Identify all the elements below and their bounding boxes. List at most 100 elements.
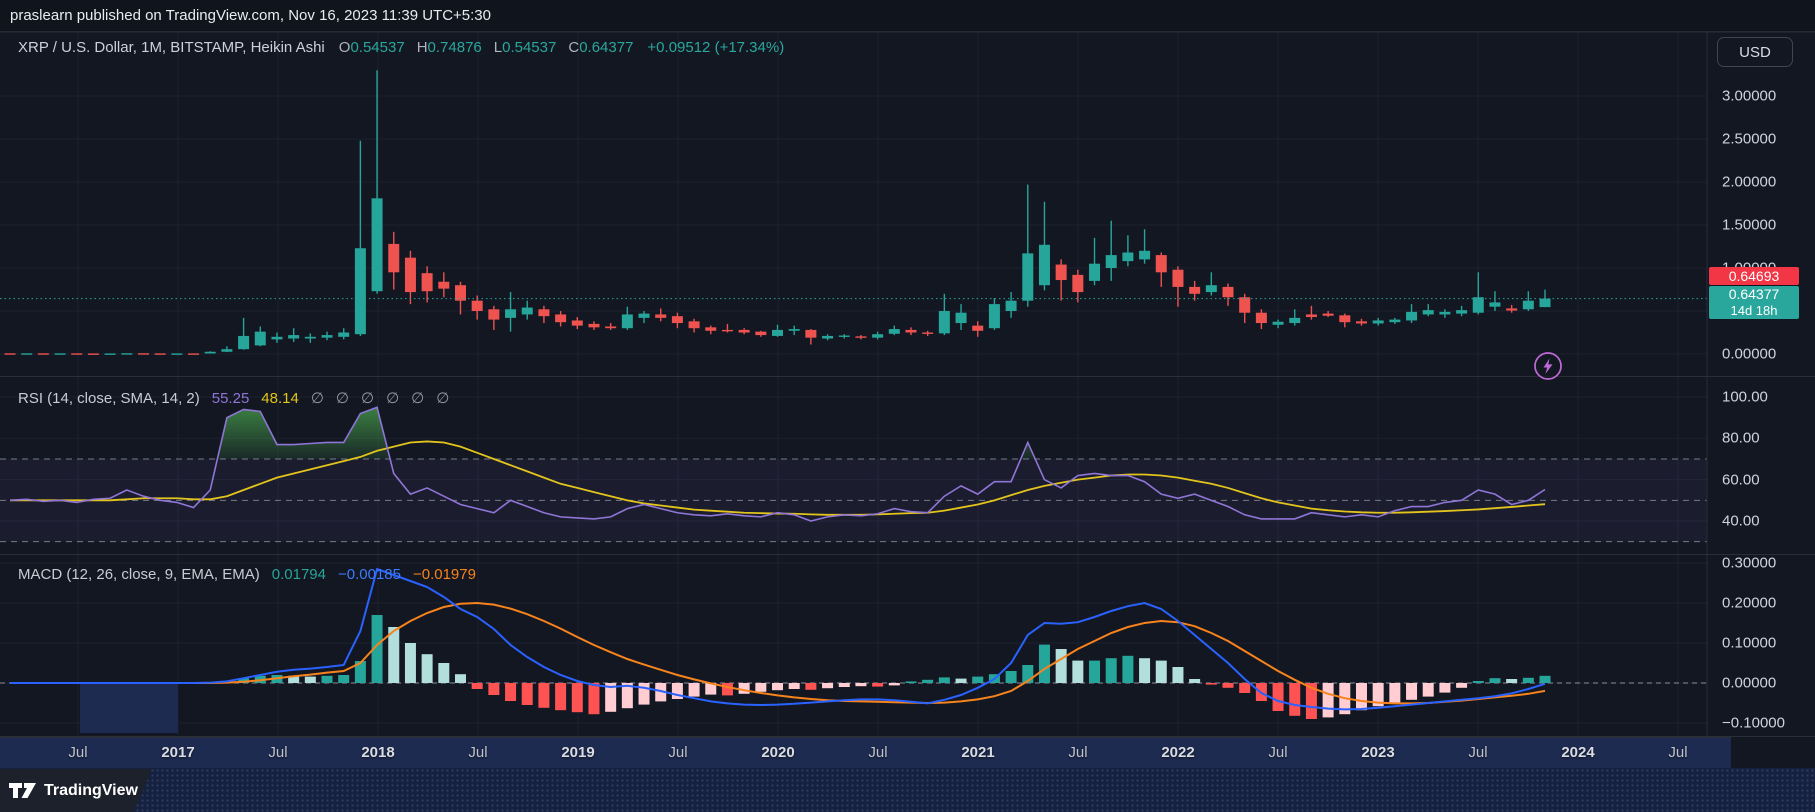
rsi-plot [9, 406, 1546, 522]
macd-hist-bar [938, 677, 950, 683]
price-tick-label: 2.50000 [1722, 130, 1777, 148]
macd-hist-bar [1489, 678, 1501, 683]
macd-hist-bar [705, 683, 717, 695]
published-line: praslearn published on TradingView.com, … [10, 7, 491, 24]
candle [705, 327, 717, 331]
macd-hist-bar [1139, 658, 1151, 683]
candle [855, 336, 867, 338]
macd-hist-bar [788, 683, 800, 689]
macd-hist-bar [838, 683, 850, 687]
candle [1005, 300, 1017, 311]
rsi-tick-label: 40.00 [1722, 512, 1760, 530]
candle [1389, 319, 1401, 323]
macd-hist-bar [238, 678, 250, 683]
rsi-overbought-fill [217, 407, 391, 460]
time-axis[interactable]: Jul 2017 Jul 2018 Jul 2019 Jul 2020 Jul 2021 Jul 20… [0, 737, 1731, 768]
candle [154, 353, 166, 355]
macd-hist-bar [621, 683, 633, 709]
price-axis[interactable]: 3.000002.500002.000001.500001.000000.500… [1707, 32, 1815, 737]
candle [571, 320, 583, 326]
macd-tick-label: −0.10000 [1722, 714, 1785, 732]
candle [1355, 321, 1367, 324]
candle [872, 334, 884, 338]
macd-hist-bar [1005, 671, 1017, 683]
macd-hist-bar [438, 663, 450, 683]
candle [1539, 298, 1551, 308]
macd-hist-bar [421, 654, 433, 683]
candle [371, 198, 383, 292]
price-tick-label: 0.00000 [1722, 345, 1777, 363]
candle [588, 323, 600, 328]
last-value-badge: 0.64693 [1709, 267, 1799, 285]
macd-hist-bar [1422, 683, 1434, 697]
macd-hist-bar [1389, 683, 1401, 703]
candle [221, 349, 233, 352]
candle [1406, 311, 1418, 321]
empty-value-marker: ∅ [386, 390, 400, 407]
candle [454, 285, 466, 301]
candle [1022, 253, 1034, 301]
time-tick-label: 2020 [761, 744, 795, 761]
time-tick-label: Jul [1668, 744, 1688, 761]
candle [1255, 312, 1267, 324]
brand-name: TradingView [44, 781, 138, 799]
candle [1339, 315, 1351, 323]
candle [955, 312, 967, 324]
candle [71, 353, 83, 355]
macd-hist-bar [888, 683, 900, 686]
candle [421, 273, 433, 292]
macd-hist-bar [972, 676, 984, 683]
instant-order-button[interactable] [1533, 351, 1563, 381]
candle [37, 353, 49, 355]
rsi-sma-line [10, 440, 1546, 516]
candle [1272, 321, 1284, 325]
candle [1472, 297, 1484, 313]
candle [538, 309, 550, 317]
macd-hist-bar [1439, 683, 1451, 693]
candle [471, 300, 483, 311]
time-tick-label: Jul [68, 744, 88, 761]
macd-hist-bar [555, 683, 567, 711]
macd-hist-bar [288, 675, 300, 683]
macd-legend: MACD (12, 26, close, 9, EMA, EMA) 0.0179… [18, 566, 476, 583]
tradingview-brand-link[interactable]: TradingView [0, 769, 152, 812]
time-tick-label: Jul [268, 744, 288, 761]
candle [988, 304, 1000, 329]
macd-hist-bar [1472, 681, 1484, 683]
candle [938, 311, 950, 334]
candle [1239, 297, 1251, 313]
bar-countdown: 14d 18h [1730, 303, 1778, 318]
macd-hist-bar [1456, 683, 1468, 688]
macd-hist-bar [404, 643, 416, 683]
price-tick-label: 1.50000 [1722, 216, 1777, 234]
macd-hist-bar [1105, 658, 1117, 683]
macd-hist-bar [688, 683, 700, 697]
candle [338, 332, 350, 337]
time-tick-label: 2019 [561, 744, 595, 761]
macd-hist-bar [1089, 660, 1101, 683]
macd-plot [10, 567, 1551, 719]
candle [204, 351, 216, 354]
macd-hist-bar [605, 683, 617, 712]
rsi-legend: RSI (14, close, SMA, 14, 2) 55.25 48.14 … [18, 389, 449, 407]
symbol-legend: XRP / U.S. Dollar, 1M, BITSTAMP, Heikin … [18, 39, 784, 56]
symbol-title: XRP / U.S. Dollar, 1M, BITSTAMP, Heikin … [18, 39, 325, 56]
macd-hist-bar [338, 675, 350, 683]
macd-signal-value: −0.01979 [412, 566, 476, 583]
time-tick-label: 2017 [161, 744, 195, 761]
macd-hist-bar [1406, 683, 1418, 700]
candle [388, 243, 400, 273]
candle [21, 353, 33, 355]
rsi-empty-markers: ∅ ∅ ∅ ∅ ∅ ∅ [311, 389, 449, 407]
price-tick-label: 3.00000 [1722, 87, 1777, 105]
candle [354, 248, 366, 335]
candle [1422, 310, 1434, 315]
candle [121, 353, 133, 355]
currency-toggle-button[interactable]: USD [1717, 37, 1793, 67]
empty-value-marker: ∅ [411, 390, 425, 407]
candle [1222, 286, 1234, 298]
rsi-tick-label: 60.00 [1722, 471, 1760, 489]
candle [438, 281, 450, 289]
macd-hist-bar [538, 683, 550, 708]
